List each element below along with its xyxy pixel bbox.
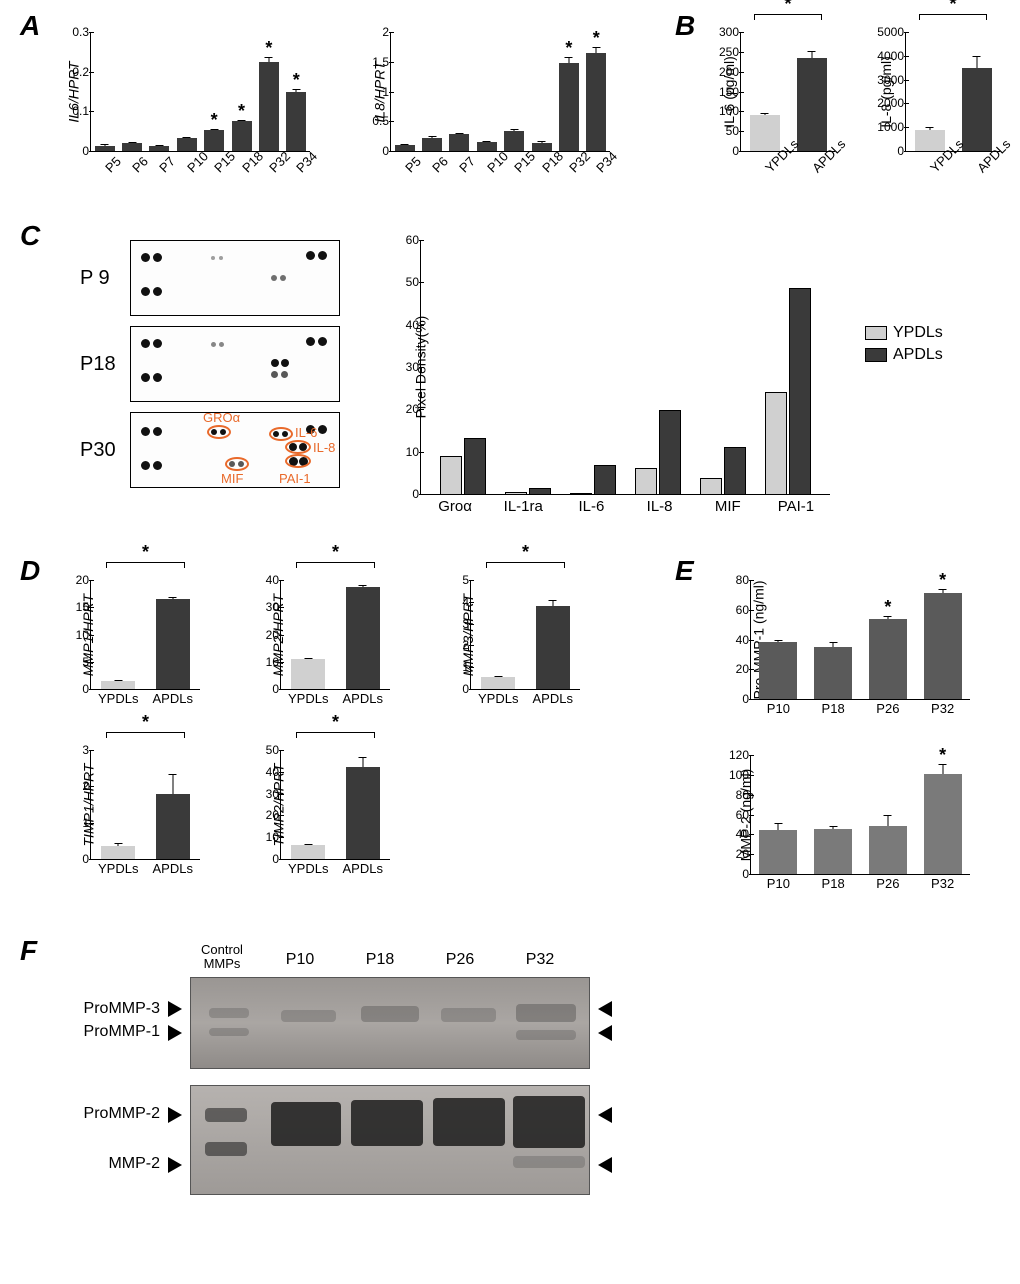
zymogram-label-mmp2: MMP-2 xyxy=(40,1155,160,1173)
panel-a-label: A xyxy=(20,10,40,42)
array-label-p9: P 9 xyxy=(80,267,130,290)
panel-d-chart-timp1: 0123TIMP1/HPRTYPDLsAPDLs* xyxy=(90,750,200,860)
panel-d-row2: 0123TIMP1/HPRTYPDLsAPDLs* 01020304050TIM… xyxy=(90,750,390,860)
zymogram-lane-p32: P32 xyxy=(510,951,570,969)
cytokine-array-p9 xyxy=(130,240,340,316)
cytokine-array-p30: GROα IL-6 IL-8 MIF PAI-1 xyxy=(130,412,340,488)
zymogram-lane-p18: P18 xyxy=(350,951,410,969)
array-annot-il6: IL-6 xyxy=(295,425,317,440)
zymogram-label-prommp3: ProMMP-3 xyxy=(40,1000,160,1018)
panel-c-label: C xyxy=(20,220,40,252)
zymogram-label-prommp2: ProMMP-2 xyxy=(40,1105,160,1123)
panel-b-container: 050100150200250300IL-6 (pg/ml)YPDLsAPDLs… xyxy=(740,32,1000,152)
panel-d-label: D xyxy=(20,555,40,587)
array-label-p30: P30 xyxy=(80,439,130,462)
panel-a-container: 00.10.20.3IL6/HPRT****P5P6P7P10P15P18P32… xyxy=(90,32,610,152)
panel-e-chart-mmp2: 020406080100120MMP-2 (ng/ml)*P10P18P26P3… xyxy=(750,755,970,875)
panel-c-arrays: P 9 P18 P30 xyxy=(80,240,340,488)
zymogram-header-control: ControlMMPs xyxy=(192,943,252,972)
figure-root: A 00.10.20.3IL6/HPRT****P5P6P7P10P15P18P… xyxy=(10,10,1010,1270)
zymogram-casein xyxy=(190,977,590,1069)
panel-d-chart-mmp2: 010203040MMP2/HPRTYPDLsAPDLs* xyxy=(280,580,390,690)
panel-e-chart2-container: 020406080100120MMP-2 (ng/ml)*P10P18P26P3… xyxy=(750,755,970,875)
legend-label-ypdls: YPDLs xyxy=(893,324,943,342)
zymogram-gelatin xyxy=(190,1085,590,1195)
zymogram-label-prommp1: ProMMP-1 xyxy=(40,1023,160,1041)
panel-d-row1: 05101520MMP1/HPRTYPDLsAPDLs* 010203040MM… xyxy=(90,580,580,690)
zymogram-lane-p10: P10 xyxy=(270,951,330,969)
panel-d-chart-timp2: 01020304050TIMP2/HPRTYPDLsAPDLs* xyxy=(280,750,390,860)
panel-c-legend: YPDLs APDLs xyxy=(865,320,943,368)
zymogram-lane-p26: P26 xyxy=(430,951,490,969)
array-annot-pai1: PAI-1 xyxy=(279,471,311,486)
panel-c-chart-container: 0102030405060Pixel Density(%)GroαIL-1raI… xyxy=(420,240,830,495)
legend-swatch-apdls xyxy=(865,348,887,362)
panel-e-chart-prommp1: 020406080Pro-MMP-1 (ng/ml)**P10P18P26P32 xyxy=(750,580,970,700)
panel-c-chart: 0102030405060Pixel Density(%)GroαIL-1raI… xyxy=(420,240,830,495)
panel-e-label: E xyxy=(675,555,694,587)
array-label-p18: P18 xyxy=(80,353,130,376)
panel-d-chart-mmp3: 012345MMP3/HPRTYPDLsAPDLs* xyxy=(470,580,580,690)
array-annot-groa: GROα xyxy=(203,410,240,425)
panel-f-label: F xyxy=(20,935,37,967)
panel-b-label: B xyxy=(675,10,695,42)
legend-label-apdls: APDLs xyxy=(893,346,943,364)
panel-a-chart-il6: 00.10.20.3IL6/HPRT****P5P6P7P10P15P18P32… xyxy=(90,32,310,152)
cytokine-array-p18 xyxy=(130,326,340,402)
panel-b-chart-il8: 010002000300040005000IL-8 (pg/ml)YPDLsAP… xyxy=(905,32,1000,152)
legend-swatch-ypdls xyxy=(865,326,887,340)
array-annot-il8: IL-8 xyxy=(313,440,335,455)
array-annot-mif: MIF xyxy=(221,471,243,486)
panel-e-chart1-container: 020406080Pro-MMP-1 (ng/ml)**P10P18P26P32 xyxy=(750,580,970,700)
panel-a-chart-il8: 00.511.52IL8/HPRT**P5P6P7P10P15P18P32P34 xyxy=(390,32,610,152)
panel-d-chart-mmp1: 05101520MMP1/HPRTYPDLsAPDLs* xyxy=(90,580,200,690)
panel-b-chart-il6: 050100150200250300IL-6 (pg/ml)YPDLsAPDLs… xyxy=(740,32,835,152)
